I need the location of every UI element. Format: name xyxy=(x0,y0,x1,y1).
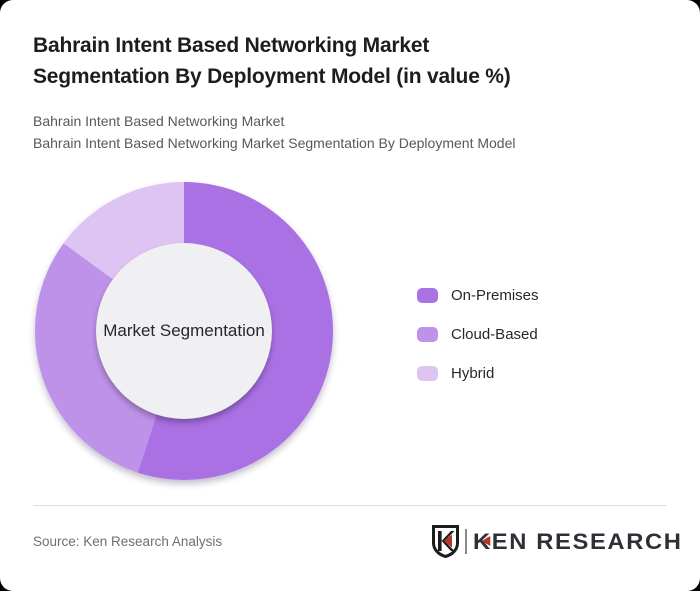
logo-divider-bar xyxy=(464,529,467,554)
source-text: Source: Ken Research Analysis xyxy=(33,534,223,549)
legend-item-hybrid[interactable]: Hybrid xyxy=(417,365,539,382)
legend-swatch-icon xyxy=(417,366,438,381)
chart-subtitle: Bahrain Intent Based Networking Market B… xyxy=(33,110,515,154)
chart-subtitle-line1: Bahrain Intent Based Networking Market xyxy=(33,113,285,129)
legend-label: On-Premises xyxy=(451,287,539,304)
legend-swatch-icon xyxy=(417,288,438,303)
legend-item-cloud-based[interactable]: Cloud-Based xyxy=(417,326,539,343)
logo-red-triangle-icon xyxy=(481,536,491,546)
logo-wordmark: KEN RESEARCH xyxy=(473,529,683,554)
donut-chart[interactable]: Market Segmentation xyxy=(35,182,333,480)
donut-center-label: Market Segmentation xyxy=(103,321,265,340)
ken-research-logo: K KEN RESEARCH xyxy=(431,525,681,558)
legend-swatch-icon xyxy=(417,327,438,342)
legend-label: Cloud-Based xyxy=(451,326,538,343)
legend-item-on-premises[interactable]: On-Premises xyxy=(417,287,539,304)
footer-divider xyxy=(33,505,667,506)
chart-title-line2: Segmentation By Deployment Model (in val… xyxy=(33,65,511,88)
chart-title-line1: Bahrain Intent Based Networking Market xyxy=(33,34,430,57)
ken-research-shield-icon: K xyxy=(431,525,459,558)
chart-title: Bahrain Intent Based Networking Market S… xyxy=(33,30,673,92)
donut-hole: Market Segmentation xyxy=(96,243,272,419)
chart-legend: On-Premises Cloud-Based Hybrid xyxy=(417,287,539,405)
legend-label: Hybrid xyxy=(451,365,495,382)
logo-wordmark-text: KEN RESEARCH xyxy=(472,529,683,554)
chart-subtitle-line2: Bahrain Intent Based Networking Market S… xyxy=(33,135,516,151)
